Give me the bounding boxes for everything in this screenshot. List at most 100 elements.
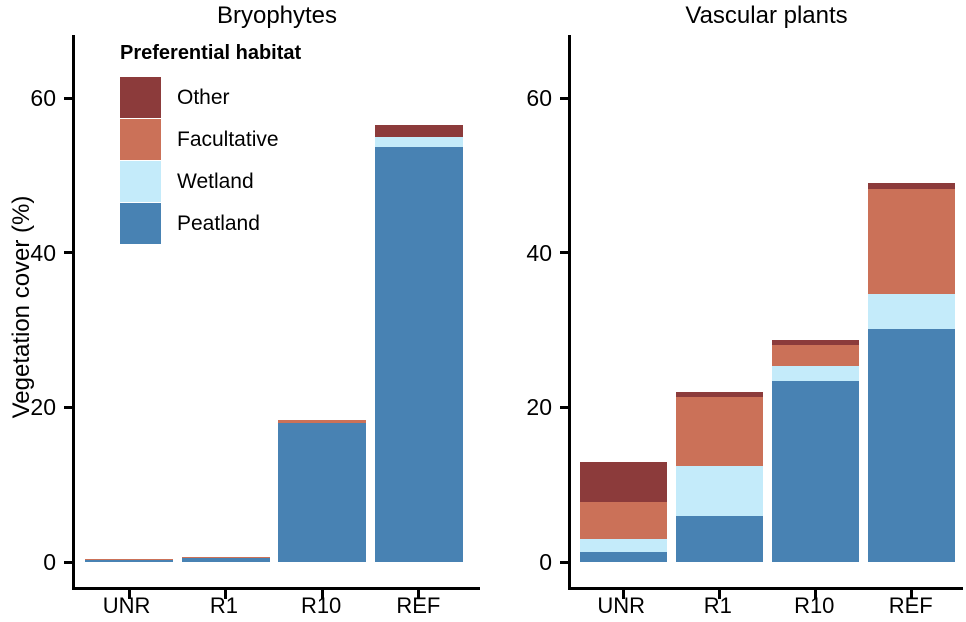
panel-title-bryophytes: Bryophytes xyxy=(216,2,338,29)
legend-item-peatland: Peatland xyxy=(120,203,301,244)
bar-r1 xyxy=(181,557,270,562)
bar-segment-facultative xyxy=(181,557,270,559)
x-tick-label-unr: UNR xyxy=(102,593,151,618)
bar-segment-peatland xyxy=(278,422,367,562)
x-tick-mark xyxy=(718,590,722,599)
x-tick-mark xyxy=(417,590,421,599)
bar-ref xyxy=(867,183,955,562)
bars-container xyxy=(75,35,480,587)
legend-label: Peatland xyxy=(177,211,260,235)
bar-ref xyxy=(374,125,463,562)
legend-item-wetland: Wetland xyxy=(120,161,301,202)
x-tick-mark xyxy=(320,590,324,599)
bar-slot-r10 xyxy=(768,340,864,587)
x-tick-mark xyxy=(224,590,228,599)
y-tick-mark xyxy=(64,405,72,409)
legend-swatch-wetland xyxy=(120,161,161,202)
bar-segment-wetland xyxy=(676,466,764,517)
y-tick-mark xyxy=(560,560,568,564)
bar-segment-peatland xyxy=(867,329,955,562)
y-tick-label-0: 0 xyxy=(43,549,56,575)
x-axis-tick-labels-right: UNR R1 R10 REF xyxy=(568,593,963,619)
y-tick-label-40: 40 xyxy=(526,239,552,266)
legend-label: Other xyxy=(177,85,230,109)
panel-title-vascular-plants: Vascular plants xyxy=(685,2,848,29)
bar-r1 xyxy=(676,391,764,562)
bar-segment-other xyxy=(580,461,668,502)
bar-segment-peatland xyxy=(771,381,859,562)
bar-segment-facultative xyxy=(676,397,764,467)
x-tick-mark xyxy=(622,590,626,599)
y-tick-mark xyxy=(64,251,72,255)
y-tick-mark xyxy=(560,251,568,255)
y-tick-mark xyxy=(64,560,72,564)
x-tick-label-r10: R10 xyxy=(300,593,342,618)
bar-segment-wetland xyxy=(867,293,955,330)
x-tick-label-r1: R1 xyxy=(703,593,732,618)
x-axis-tick-labels-left: UNR R1 R10 REF xyxy=(72,593,480,619)
bar-segment-other xyxy=(867,183,955,190)
y-tick-label-40: 40 xyxy=(30,239,56,266)
legend-label: Wetland xyxy=(177,169,254,193)
bar-segment-peatland xyxy=(181,558,270,562)
bar-unr xyxy=(580,461,668,562)
x-tick-label-ref: REF xyxy=(888,593,933,618)
y-tick-label-20: 20 xyxy=(526,394,552,421)
y-tick-label-0: 0 xyxy=(539,549,552,575)
bar-segment-wetland xyxy=(580,538,668,552)
y-tick-mark xyxy=(560,96,568,100)
bar-segment-peatland xyxy=(676,516,764,562)
legend-swatch-facultative xyxy=(120,119,161,160)
bar-slot-r1 xyxy=(178,557,275,587)
x-tick-mark xyxy=(813,590,817,599)
bar-segment-wetland xyxy=(374,136,463,147)
bar-slot-r1 xyxy=(672,391,768,587)
bar-unr xyxy=(85,558,174,562)
bar-segment-other xyxy=(676,391,764,398)
bar-slot-ref xyxy=(863,183,959,587)
bar-segment-facultative xyxy=(867,189,955,294)
x-tick-mark xyxy=(127,590,131,599)
bar-segment-facultative xyxy=(278,419,367,423)
bar-slot-unr xyxy=(576,461,672,587)
plot-area-bryophytes xyxy=(64,35,480,599)
bar-segment-facultative xyxy=(771,344,859,366)
legend-swatch-peatland xyxy=(120,203,161,244)
x-tick-label-r1: R1 xyxy=(209,593,238,618)
y-tick-label-20: 20 xyxy=(30,394,56,421)
legend-item-other: Other xyxy=(120,77,301,118)
plot-area-vascular-plants xyxy=(560,35,963,599)
y-tick-label-60: 60 xyxy=(30,85,56,112)
bar-segment-other xyxy=(374,125,463,137)
bar-segment-other xyxy=(771,340,859,345)
bar-segment-peatland xyxy=(85,559,174,562)
bar-segment-peatland xyxy=(580,551,668,562)
bar-slot-unr xyxy=(81,558,178,587)
bar-segment-peatland xyxy=(374,146,463,562)
bar-r10 xyxy=(278,419,367,562)
bar-slot-r10 xyxy=(274,419,371,587)
bar-segment-facultative xyxy=(580,501,668,539)
bar-segment-facultative xyxy=(85,558,174,560)
x-tick-label-r10: R10 xyxy=(794,593,835,618)
bar-slot-ref xyxy=(371,125,468,587)
x-tick-label-unr: UNR xyxy=(597,593,646,618)
y-axis-tick-labels-left: 0 20 40 60 xyxy=(12,35,60,587)
legend-title: Preferential habitat xyxy=(120,42,302,64)
legend-swatch-other xyxy=(120,77,161,118)
y-tick-label-60: 60 xyxy=(526,85,552,112)
legend: Preferential habitat Other Facultative W… xyxy=(120,42,301,245)
x-tick-label-ref: REF xyxy=(396,593,441,618)
legend-item-facultative: Facultative xyxy=(120,119,301,160)
x-axis-tick-marks xyxy=(75,590,480,599)
y-axis-tick-labels-right: 0 20 40 60 xyxy=(508,35,556,587)
y-tick-mark xyxy=(560,405,568,409)
legend-label: Facultative xyxy=(177,127,279,151)
bar-r10 xyxy=(771,340,859,562)
bar-segment-wetland xyxy=(771,365,859,382)
bars-container xyxy=(571,35,963,587)
y-tick-mark xyxy=(64,96,72,100)
x-axis-tick-marks xyxy=(571,590,963,599)
x-tick-mark xyxy=(909,590,913,599)
